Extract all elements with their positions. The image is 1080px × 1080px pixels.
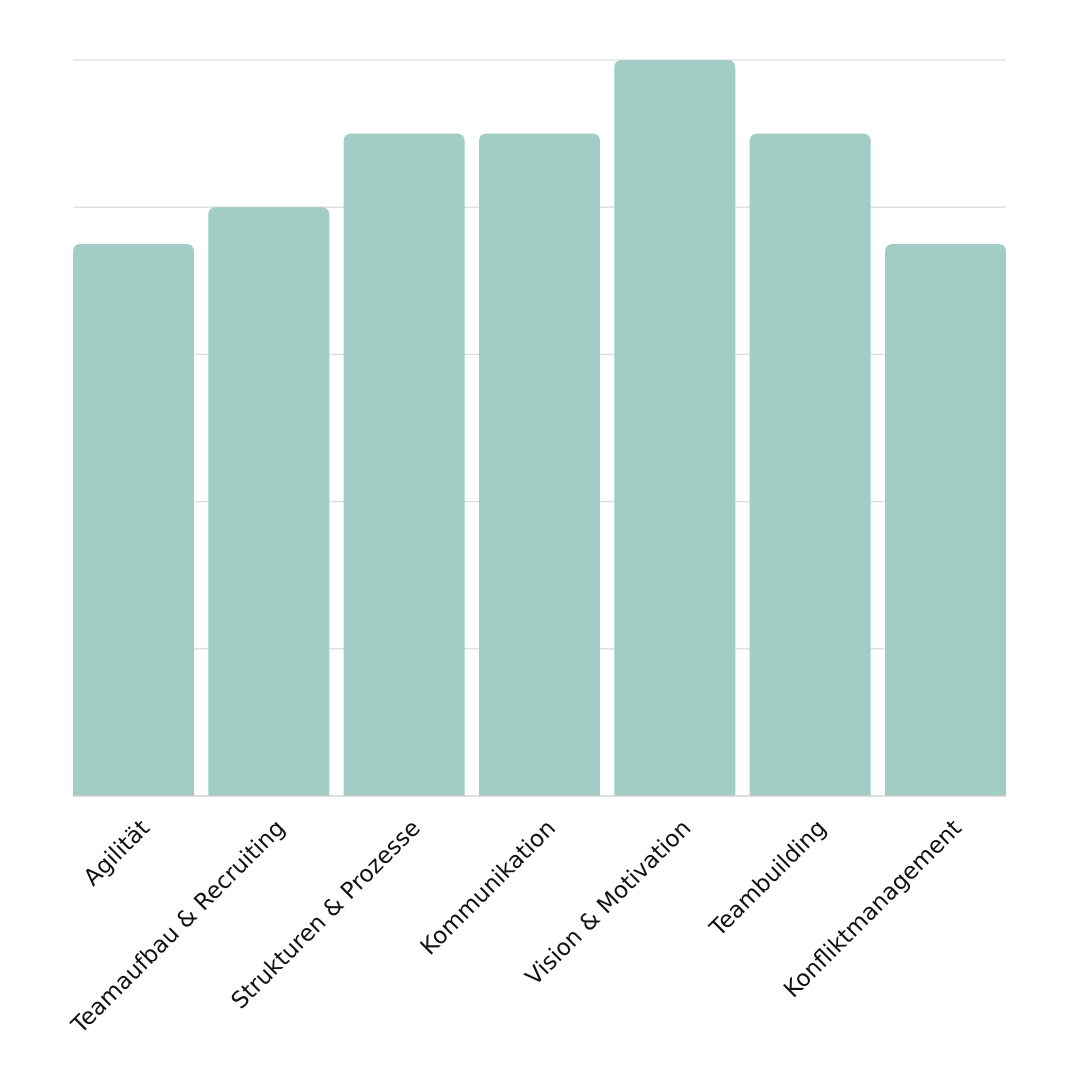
bar-5 — [749, 133, 871, 797]
bars — [73, 60, 1006, 797]
x-tick-label: Teamaufbau & Recruiting — [66, 815, 290, 1039]
bar-4 — [614, 60, 736, 796]
bar-0 — [73, 244, 194, 796]
bar-3 — [479, 133, 600, 797]
x-tick-label: Kommunikation — [416, 815, 561, 960]
x-tick-label: Teambuilding — [704, 815, 831, 942]
bar-2 — [343, 133, 465, 797]
x-tick-label: Agilität — [79, 815, 155, 891]
bar-1 — [208, 207, 330, 796]
bar-6 — [885, 244, 1006, 796]
